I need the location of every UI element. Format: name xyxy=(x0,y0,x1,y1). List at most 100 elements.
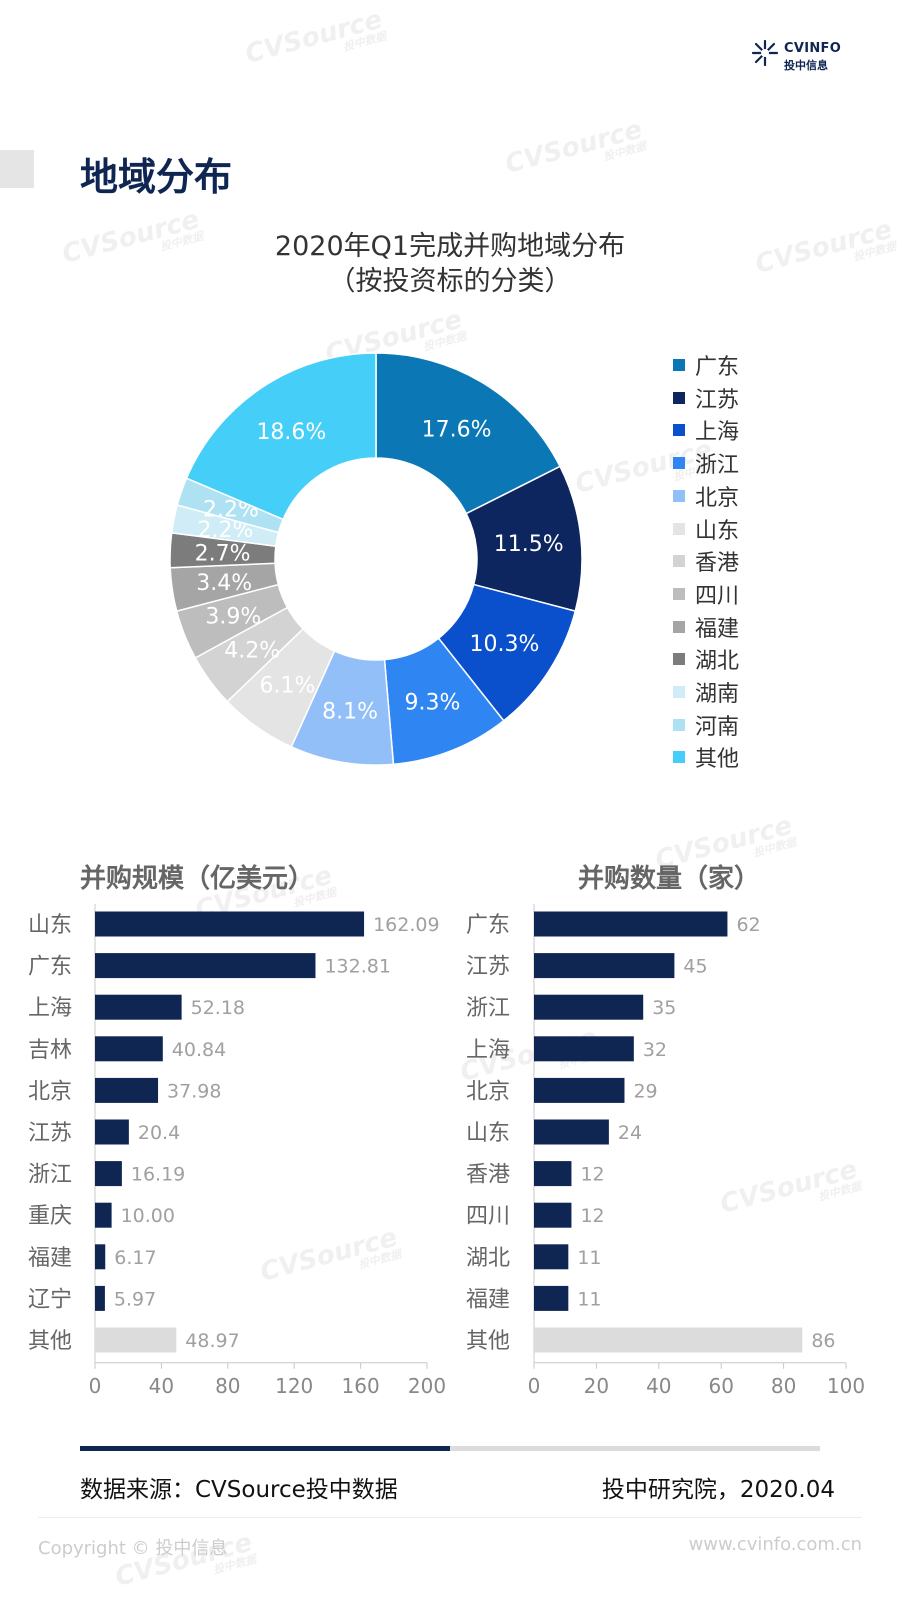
legend-label: 其他 xyxy=(695,747,740,773)
x-tick-label: 40 xyxy=(646,1374,671,1398)
bar-category-label: 上海 xyxy=(28,996,72,1021)
scale-bar-chart-title: 并购规模（亿美元） xyxy=(80,864,315,894)
legend-swatch xyxy=(673,718,685,731)
donut-slice-label: 17.6% xyxy=(422,417,492,442)
x-tick-label: 160 xyxy=(342,1374,380,1398)
legend-swatch xyxy=(673,751,685,764)
legend-item: 上海 xyxy=(673,415,739,445)
footer-rule xyxy=(38,1517,862,1518)
data-source: 数据来源：CVSource投中数据 xyxy=(80,1477,398,1503)
donut-slice-label: 9.3% xyxy=(405,691,461,716)
bar-value-label: 12 xyxy=(580,1164,604,1186)
legend-label: 北京 xyxy=(695,485,740,511)
legend-item: 福建 xyxy=(673,612,739,642)
bar xyxy=(95,953,316,979)
legend-item: 江苏 xyxy=(673,383,739,413)
bar-category-label: 江苏 xyxy=(28,1121,72,1146)
donut-slice-label: 11.5% xyxy=(494,532,564,557)
legend-item: 四川 xyxy=(673,579,739,609)
bar xyxy=(95,1327,177,1353)
bar-category-label: 广东 xyxy=(28,955,72,980)
bar-category-label: 山东 xyxy=(466,1121,510,1146)
bar-category-label: 广东 xyxy=(466,913,510,938)
bar-category-label: 其他 xyxy=(466,1329,510,1354)
legend-swatch xyxy=(673,424,685,437)
legend-label: 河南 xyxy=(695,714,740,740)
donut-slice-label: 18.6% xyxy=(256,420,326,445)
bar xyxy=(534,1036,634,1062)
bar-value-label: 24 xyxy=(618,1122,642,1144)
bar-category-label: 四川 xyxy=(466,1204,510,1229)
donut-slice-label: 8.1% xyxy=(322,699,378,724)
bar-value-label: 35 xyxy=(652,997,676,1019)
bar-value-label: 32 xyxy=(643,1039,667,1061)
bar xyxy=(95,1119,129,1145)
legend-item: 北京 xyxy=(673,481,739,511)
donut-slice-label: 3.9% xyxy=(205,605,261,630)
x-tick-label: 20 xyxy=(584,1374,609,1398)
bar xyxy=(534,1161,572,1187)
bar-category-label: 吉林 xyxy=(28,1038,72,1063)
bar-category-label: 浙江 xyxy=(28,1163,72,1188)
logo-subtext: 投中信息 xyxy=(784,59,828,72)
legend-label: 广东 xyxy=(695,355,740,380)
bar-category-label: 北京 xyxy=(28,1079,72,1104)
legend-label: 福建 xyxy=(695,616,740,642)
legend-label: 山东 xyxy=(695,518,740,544)
bar-value-label: 5.97 xyxy=(114,1288,156,1310)
bar-category-label: 浙江 xyxy=(466,996,510,1021)
legend-label: 江苏 xyxy=(695,387,740,413)
bar-value-label: 52.18 xyxy=(191,997,245,1019)
bar xyxy=(534,1244,569,1270)
bar-category-label: 山东 xyxy=(28,913,72,938)
legend-label: 上海 xyxy=(695,420,740,446)
bar xyxy=(95,1161,122,1187)
bar xyxy=(95,1244,106,1270)
legend-swatch xyxy=(673,391,685,404)
bar-value-label: 11 xyxy=(577,1288,601,1310)
bar-value-label: 37.98 xyxy=(167,1080,221,1102)
legend-label: 四川 xyxy=(695,583,740,609)
bar-category-label: 其他 xyxy=(28,1329,72,1354)
bar xyxy=(534,911,728,937)
title-accent-bar xyxy=(0,150,34,188)
donut-slice-label: 6.1% xyxy=(259,673,315,698)
legend-item: 山东 xyxy=(673,514,739,544)
footer-divider-dark xyxy=(80,1446,450,1451)
legend-swatch xyxy=(673,522,685,535)
website-link[interactable]: www.cvinfo.com.cn xyxy=(688,1534,862,1555)
bar-category-label: 福建 xyxy=(28,1246,72,1271)
bar-value-label: 20.4 xyxy=(138,1122,180,1144)
bar xyxy=(534,1119,609,1145)
bar-value-label: 86 xyxy=(811,1330,835,1352)
bar-category-label: 江苏 xyxy=(466,955,510,980)
bar xyxy=(95,1077,159,1103)
legend-item: 浙江 xyxy=(673,448,739,478)
bar xyxy=(95,1036,163,1062)
x-tick-label: 200 xyxy=(408,1374,446,1398)
bar-value-label: 62 xyxy=(736,914,760,936)
bar xyxy=(534,994,644,1020)
page-title: 地域分布 xyxy=(80,155,233,199)
bar-value-label: 6.17 xyxy=(114,1247,156,1269)
bar-value-label: 10.00 xyxy=(121,1205,175,1227)
legend-swatch xyxy=(673,587,685,600)
bar xyxy=(534,1285,569,1311)
bar-category-label: 福建 xyxy=(466,1287,510,1312)
bar xyxy=(534,1202,572,1228)
bar-value-label: 12 xyxy=(580,1205,604,1227)
legend-swatch xyxy=(673,457,685,470)
donut-slice xyxy=(185,352,377,521)
legend-label: 浙江 xyxy=(695,453,740,479)
legend-label: 湖北 xyxy=(695,649,740,675)
legend-swatch xyxy=(673,653,685,666)
bar-value-label: 132.81 xyxy=(324,956,390,978)
legend-swatch xyxy=(673,620,685,633)
bar xyxy=(534,1327,803,1353)
bar-category-label: 北京 xyxy=(466,1079,510,1104)
legend-item: 其他 xyxy=(673,742,739,772)
legend-swatch xyxy=(673,686,685,698)
bar-value-label: 16.19 xyxy=(131,1164,185,1186)
